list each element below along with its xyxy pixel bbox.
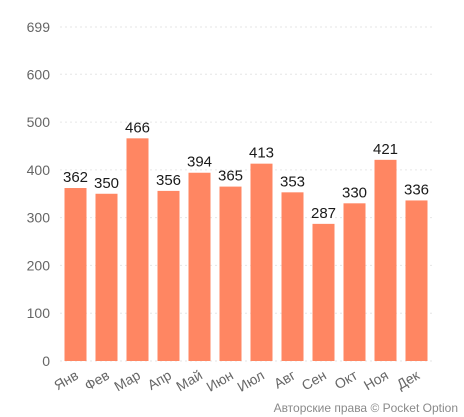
bar-9: [343, 203, 366, 361]
x-tick-label-1: Фев: [82, 367, 112, 394]
bar-0: [64, 188, 87, 361]
x-tick-label-6: Июл: [234, 367, 267, 395]
data-label-8: 287: [311, 205, 336, 222]
x-tick-label-4: Май: [173, 367, 205, 395]
grid-layer: [60, 26, 432, 362]
bar-10: [374, 159, 397, 361]
bar-6: [250, 163, 273, 361]
bar-2: [126, 138, 149, 361]
x-tick-label-11: Дек: [394, 366, 423, 392]
x-tick-label-5: Июн: [203, 367, 236, 395]
data-label-3: 356: [156, 172, 181, 189]
x-tick-label-10: Ноя: [361, 367, 391, 394]
y-tick-label: 200: [27, 257, 51, 273]
data-label-9: 330: [342, 184, 367, 201]
bar-5: [219, 186, 242, 361]
y-axis-ticks: 0 100 200 300 400 500 600 699: [27, 19, 51, 369]
y-tick-label: 699: [27, 19, 51, 35]
data-label-2: 466: [125, 119, 150, 136]
y-tick-label: 100: [27, 305, 51, 321]
x-tick-label-3: Апр: [145, 367, 175, 393]
data-label-1: 350: [94, 175, 119, 192]
data-label-7: 353: [280, 173, 305, 190]
bar-7: [281, 192, 304, 361]
x-tick-label-8: Сен: [299, 367, 329, 394]
bar-1: [95, 193, 118, 361]
y-tick-label: 0: [42, 353, 50, 369]
y-tick-label: 500: [27, 114, 51, 130]
bars-layer: [64, 138, 428, 361]
bar-11: [405, 200, 428, 361]
data-label-6: 413: [249, 145, 274, 162]
x-tick-label-9: Окт: [332, 366, 361, 392]
data-labels-layer: 362 350 466 356 394 365 413 353 287 330 421 336: [63, 119, 429, 222]
y-tick-label: 400: [27, 162, 51, 178]
data-label-10: 421: [373, 141, 398, 158]
x-tick-label-2: Мар: [111, 367, 143, 395]
x-tick-label-0: Янв: [51, 367, 81, 393]
x-tick-label-7: Авг: [271, 367, 298, 392]
y-tick-label: 600: [27, 66, 51, 82]
data-label-0: 362: [63, 169, 88, 186]
data-label-11: 336: [404, 181, 429, 198]
bar-3: [157, 190, 180, 361]
data-label-5: 365: [218, 168, 243, 185]
bar-8: [312, 223, 335, 361]
credit-text: Авторские права © Pocket Option: [274, 401, 458, 415]
bar-4: [188, 172, 211, 361]
y-tick-label: 300: [27, 210, 51, 226]
data-label-4: 394: [187, 154, 212, 171]
